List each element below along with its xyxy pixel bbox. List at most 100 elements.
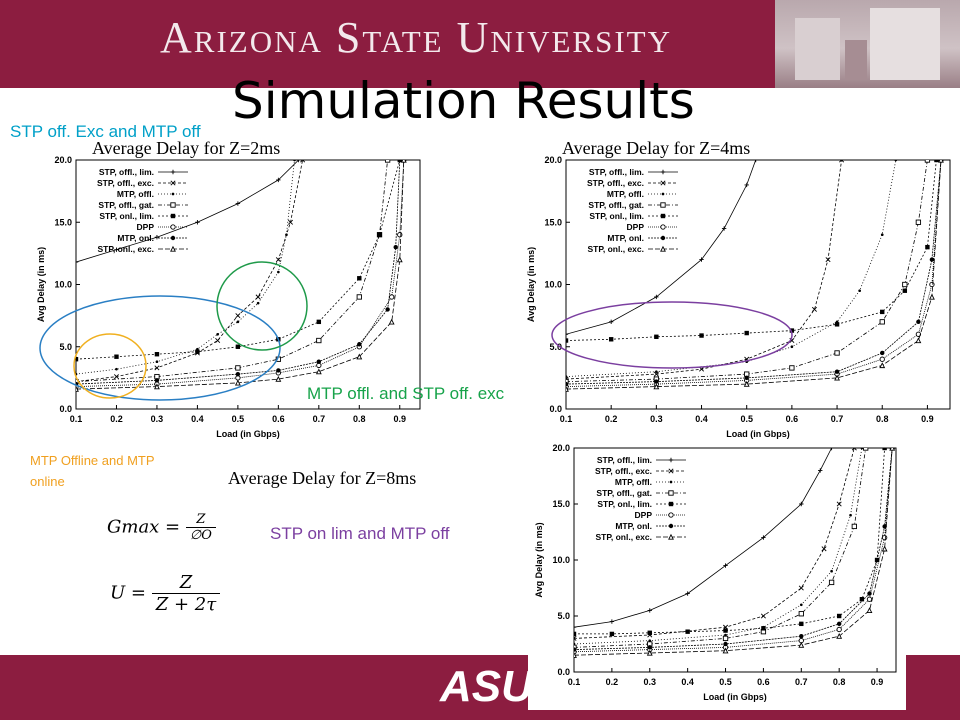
data-point (648, 639, 652, 642)
y-tick-label: 15.0 (54, 217, 72, 227)
building-right (870, 8, 940, 80)
data-point (377, 232, 382, 237)
x-tick-label: 0.1 (560, 414, 573, 424)
data-point (216, 332, 219, 336)
data-point (744, 375, 749, 381)
data-point (397, 160, 402, 163)
data-point (356, 294, 362, 300)
legend-label: MTP, onl. (117, 233, 154, 243)
legend-label: STP, offl., exc. (587, 178, 644, 188)
data-point (830, 569, 833, 573)
data-point (195, 220, 200, 225)
data-point (155, 360, 159, 364)
data-point (647, 608, 652, 613)
note-stp-off-exc: STP off. Exc and MTP off (10, 122, 201, 141)
x-tick-label: 0.3 (650, 414, 663, 424)
series-line (574, 448, 893, 653)
data-point (790, 345, 794, 349)
data-point (76, 259, 79, 265)
data-point (653, 383, 660, 390)
data-point (828, 579, 835, 586)
data-point (276, 337, 281, 342)
data-point (789, 338, 795, 344)
x-tick-label: 0.7 (313, 414, 326, 424)
legend-label: MTP, onl. (615, 521, 652, 531)
data-point (154, 234, 160, 240)
data-point (574, 651, 577, 658)
data-point (699, 333, 704, 338)
x-tick-label: 0.6 (757, 677, 770, 687)
data-point (915, 219, 922, 225)
series-line (76, 160, 303, 382)
data-point (276, 368, 281, 373)
y-tick-label: 20.0 (552, 443, 570, 453)
legend-marker (170, 213, 176, 219)
data-point (874, 557, 880, 563)
x-tick-label: 0.8 (833, 677, 846, 687)
legend-label: STP, onl., exc. (595, 532, 652, 542)
u-fraction: Z Z + 2τ (151, 572, 221, 615)
data-point (744, 182, 749, 188)
x-tick-label: 0.4 (191, 414, 204, 424)
x-tick-label: 0.4 (681, 677, 694, 687)
data-point (866, 596, 873, 602)
data-point (396, 256, 403, 263)
y-axis-label: Avg Delay (in ms) (526, 247, 536, 322)
data-point (76, 372, 78, 376)
data-point (879, 319, 885, 325)
legend-label: STP, offl., lim. (589, 167, 644, 177)
x-axis-label: Load (in Gbps) (703, 692, 767, 702)
data-point (356, 353, 363, 360)
x-tick-label: 0.2 (605, 414, 618, 424)
data-point (811, 306, 817, 312)
data-point (235, 344, 241, 349)
series-line (566, 160, 897, 377)
data-point (863, 448, 869, 451)
x-tick-label: 0.5 (740, 414, 753, 424)
gmax-fraction: Z ∅O (185, 512, 216, 543)
data-point (934, 160, 939, 163)
data-point (316, 337, 322, 344)
legend-marker (660, 224, 666, 230)
x-axis-label: Load (in Gbps) (216, 429, 280, 439)
series-line (574, 448, 893, 656)
legend-marker (668, 468, 674, 474)
data-point (384, 160, 391, 163)
data-point (154, 352, 160, 357)
data-point (236, 320, 240, 324)
note-mtp-offline-line1: MTP Offline and MTP (30, 453, 155, 468)
legend-marker (170, 180, 176, 186)
series-mtp-offl- (574, 448, 864, 646)
data-point (566, 332, 569, 337)
data-point (654, 294, 659, 300)
legend-label: STP, onl., lim. (99, 211, 154, 221)
legend-marker (668, 512, 674, 518)
data-point (929, 257, 935, 262)
y-tick-label: 20.0 (544, 155, 562, 165)
x-tick-label: 0.2 (110, 414, 123, 424)
data-point (834, 369, 840, 374)
legend-label: MTP, onl. (607, 233, 644, 243)
data-point (389, 294, 395, 300)
slide-title: Simulation Results (232, 72, 695, 130)
gmax-numerator: Z (185, 512, 216, 528)
legend-marker (660, 235, 666, 241)
data-point (393, 244, 398, 250)
data-point (566, 381, 569, 387)
data-point (566, 385, 569, 392)
legend-label: MTP, offl. (615, 477, 652, 487)
legend-label: DPP (627, 222, 645, 232)
series-stp-onl-exc- (566, 160, 944, 392)
data-point (882, 448, 887, 451)
note-mtp-offline-line2: online (30, 474, 65, 489)
data-point (115, 367, 118, 371)
data-point (858, 289, 861, 293)
x-tick-label: 0.5 (232, 414, 245, 424)
data-point (915, 337, 922, 344)
x-tick-label: 0.9 (921, 414, 934, 424)
data-point (647, 630, 652, 635)
data-point (722, 647, 729, 654)
data-point (881, 545, 888, 552)
legend-label: STP, offl., gat. (98, 200, 154, 210)
data-point (235, 371, 241, 377)
